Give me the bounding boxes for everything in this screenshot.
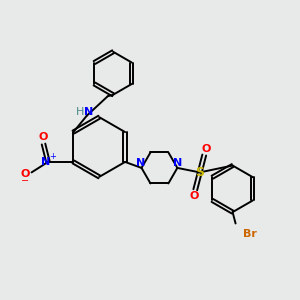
Text: O: O	[20, 169, 30, 179]
Text: N: N	[41, 157, 50, 167]
Text: −: −	[21, 176, 29, 186]
Text: N: N	[84, 107, 93, 117]
Text: O: O	[189, 191, 199, 201]
Text: O: O	[39, 133, 48, 142]
Text: Br: Br	[243, 229, 257, 239]
Text: N: N	[136, 158, 146, 167]
Text: +: +	[50, 152, 56, 161]
Text: H: H	[76, 107, 84, 117]
Text: N: N	[173, 158, 183, 167]
Text: O: O	[201, 144, 210, 154]
Text: S: S	[195, 166, 204, 179]
